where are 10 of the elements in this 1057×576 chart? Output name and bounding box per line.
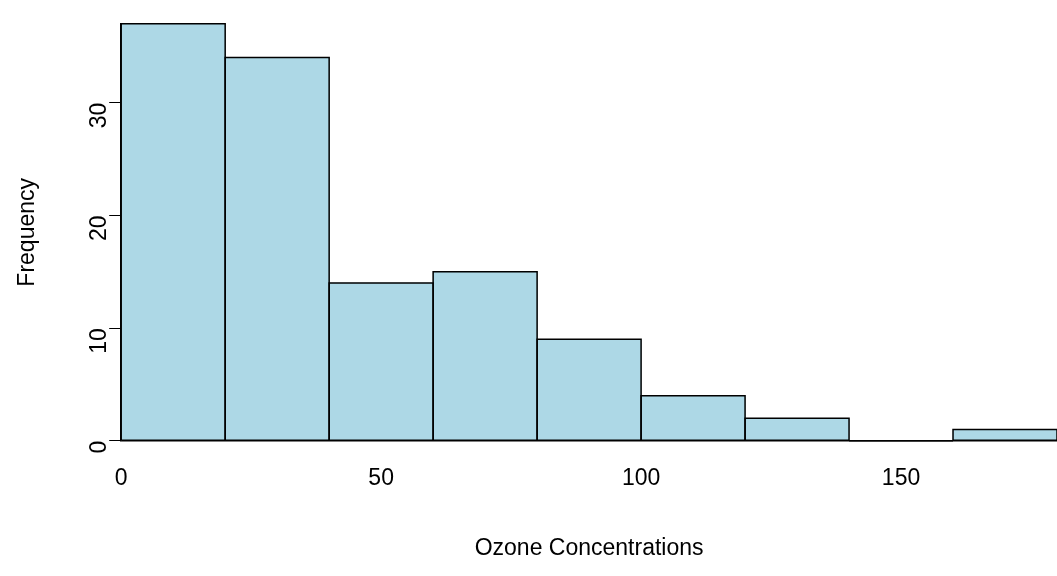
x-tick-label: 0 bbox=[114, 463, 128, 490]
y-tick-label: 0 bbox=[84, 440, 111, 454]
y-tick-label: 10 bbox=[84, 328, 111, 354]
x-tick-label: 150 bbox=[881, 463, 921, 490]
y-tick-label: 20 bbox=[84, 215, 111, 241]
x-tick-label: 50 bbox=[368, 463, 394, 490]
x-axis-title: Ozone Concentrations bbox=[474, 533, 704, 560]
x-tick-label: 100 bbox=[621, 463, 661, 490]
y-axis-title: Frequency bbox=[13, 177, 40, 287]
y-tick-label: 30 bbox=[84, 102, 111, 129]
